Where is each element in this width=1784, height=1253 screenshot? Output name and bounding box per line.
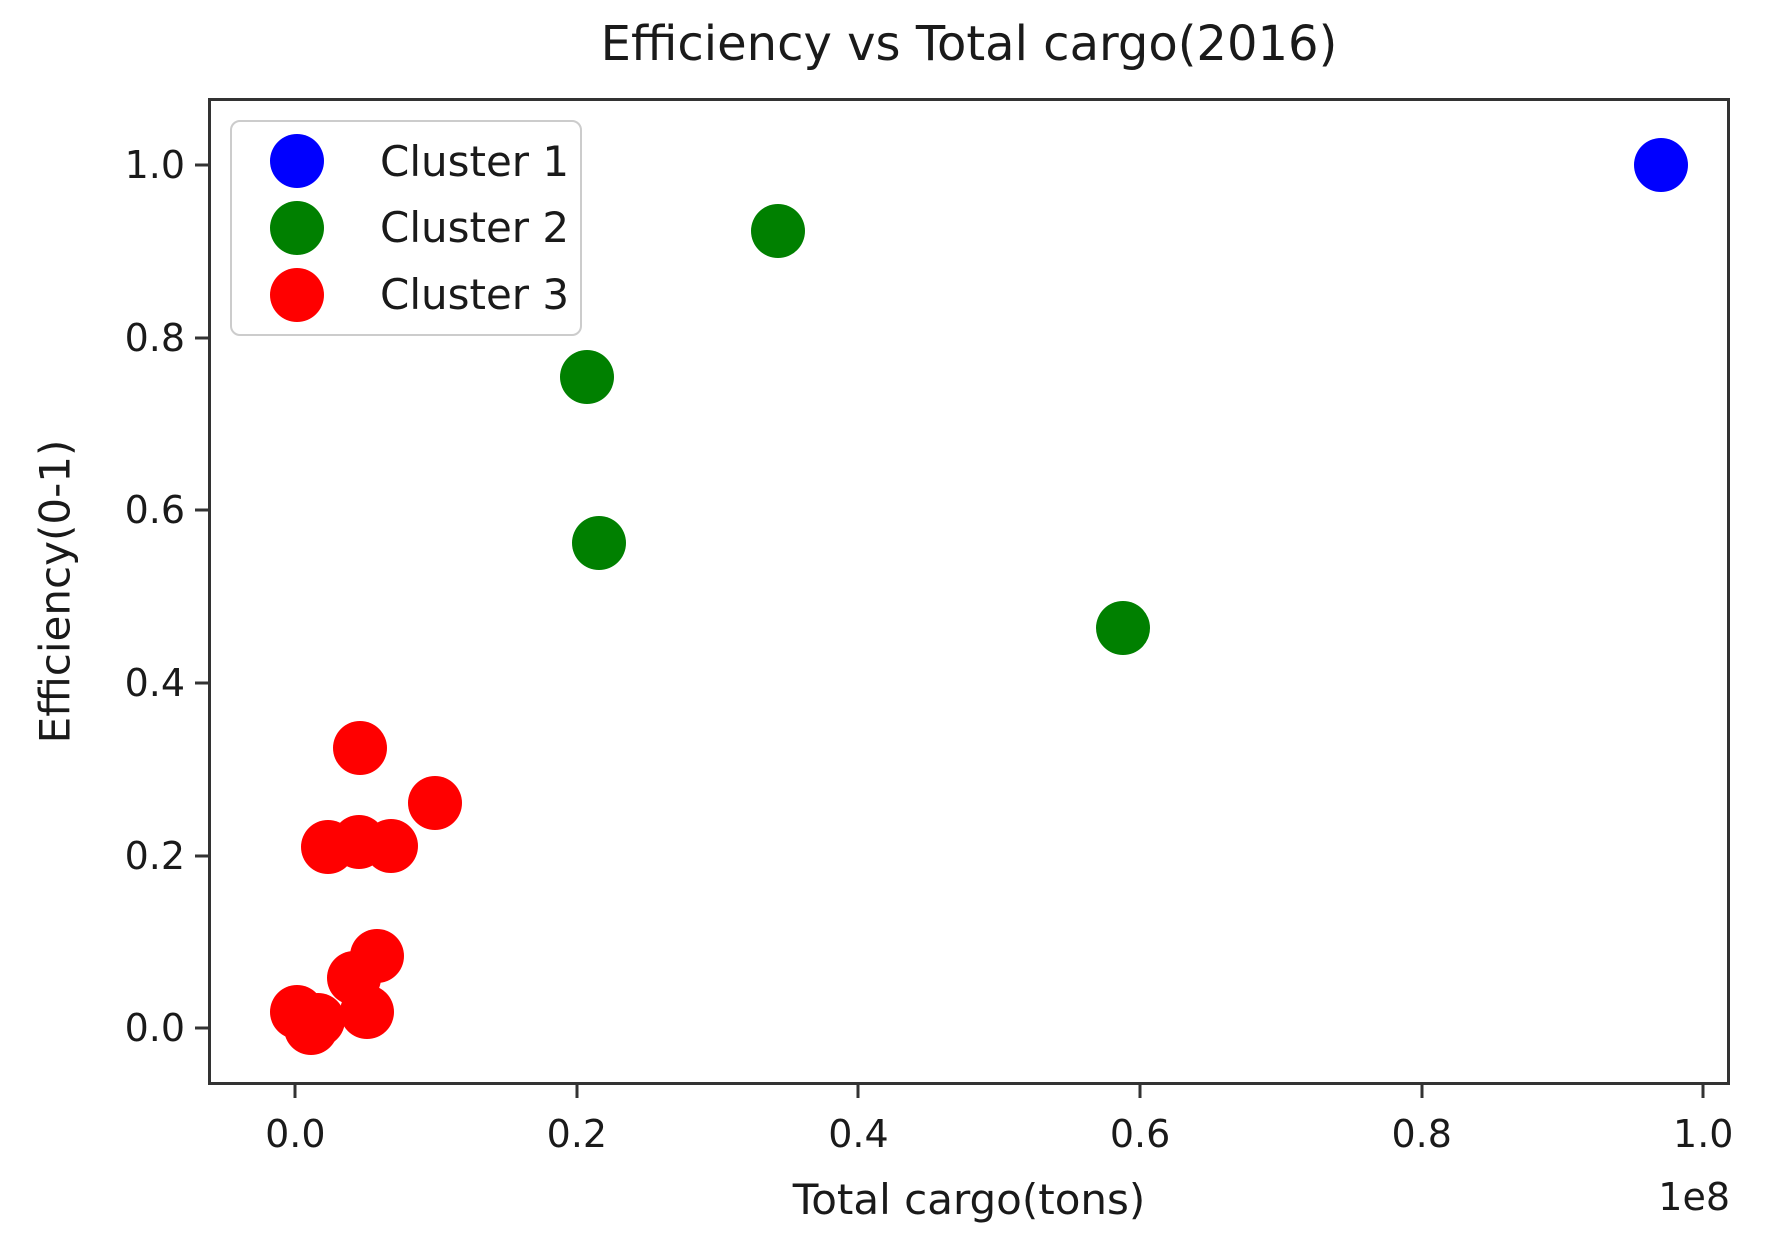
x-tick-mark (1701, 1085, 1705, 1098)
legend-label-cluster-1: Cluster 1 (380, 136, 570, 186)
x-tick-label: 0.4 (828, 1112, 889, 1156)
x-axis-label: Total cargo(tons) (792, 1175, 1146, 1224)
legend-label-cluster-3: Cluster 3 (380, 270, 570, 320)
x-tick-label: 0.2 (546, 1112, 608, 1156)
x-tick-label: 0.6 (1109, 1112, 1171, 1156)
x-tick-label: 1.0 (1673, 1112, 1734, 1156)
y-tick-label: 0.8 (124, 315, 185, 360)
legend-marker-icon-cluster-3 (270, 267, 324, 322)
y-tick-mark (195, 508, 208, 512)
legend-label-cluster-2: Cluster 2 (380, 203, 570, 253)
y-tick-label: 0.4 (124, 660, 185, 705)
legend-marker-icon-cluster-1 (270, 134, 324, 189)
y-tick-label: 0.2 (124, 833, 185, 878)
data-point-cluster-2 (751, 203, 806, 258)
legend-marker-icon-cluster-2 (270, 200, 324, 255)
legend-item-cluster-1: Cluster 1 (232, 134, 580, 189)
data-point-cluster-2 (572, 516, 627, 571)
x-tick-label: 0.0 (265, 1112, 326, 1156)
y-tick-mark (195, 854, 208, 857)
legend-item-cluster-3: Cluster 3 (232, 267, 580, 322)
y-tick-mark (195, 163, 208, 167)
data-point-cluster-3 (290, 993, 345, 1048)
plot-area: Efficiency(0-1) Cluster 1 Cluster 2 Cluste… (31, 98, 1733, 1156)
y-tick-label: 0.0 (124, 1006, 185, 1051)
y-tick-label: 0.6 (124, 488, 185, 533)
x-tick-mark (1420, 1085, 1424, 1098)
y-tick-mark (195, 336, 208, 340)
legend-item-cluster-2: Cluster 2 (232, 200, 580, 255)
data-point-cluster-2 (1096, 600, 1151, 655)
x-tick-label: 0.8 (1391, 1112, 1452, 1156)
data-point-cluster-3 (333, 720, 388, 775)
data-point-cluster-3 (364, 819, 419, 873)
x-axis-offset-label: 1e8 (1658, 1175, 1730, 1219)
x-tick-mark (575, 1085, 579, 1098)
y-tick-label: 1.0 (124, 143, 185, 188)
x-tick-mark (293, 1085, 297, 1098)
data-point-cluster-3 (407, 775, 462, 830)
y-axis-label-wrap: Efficiency(0-1) (20, 98, 90, 1085)
x-tick-mark (856, 1085, 860, 1098)
chart-title: Efficiency vs Total cargo(2016) (600, 16, 1338, 72)
y-tick-mark (195, 681, 208, 685)
data-point-cluster-3 (340, 984, 395, 1039)
legend: Cluster 1 Cluster 2 Cluster 3 (230, 120, 582, 336)
data-point-cluster-2 (559, 349, 614, 404)
y-axis-label: Efficiency(0-1) (30, 439, 80, 744)
y-tick-mark (195, 1026, 208, 1030)
data-point-cluster-1 (1634, 138, 1688, 193)
x-tick-mark (1138, 1085, 1142, 1098)
